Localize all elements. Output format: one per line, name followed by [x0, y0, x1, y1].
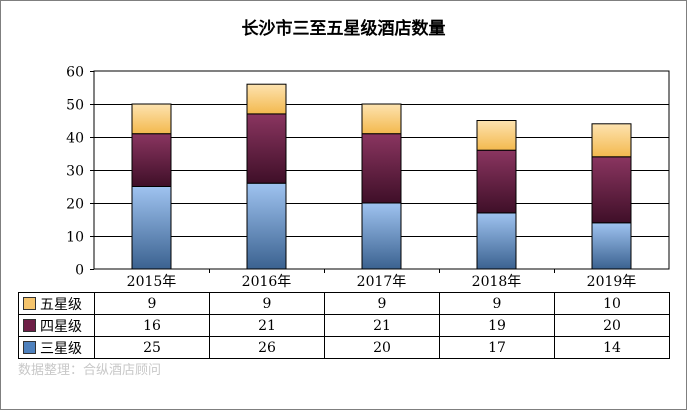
table-row: 四星级 16 21 21 19 20	[18, 314, 670, 337]
bar-segment	[246, 113, 287, 184]
bar-segment	[591, 123, 632, 158]
bar-segment	[361, 133, 402, 204]
table-row: 五星级 9 9 9 9 10	[18, 292, 670, 315]
series-label-cell: 三星级	[18, 336, 95, 359]
y-tick-label: 40	[66, 131, 84, 147]
x-tick-label: 2015年	[127, 274, 177, 290]
bar-segment	[131, 186, 172, 270]
series-name: 四星级	[40, 318, 82, 335]
bar-segment	[131, 103, 172, 135]
y-tick-label: 60	[66, 65, 84, 81]
series-label-cell: 五星级	[18, 292, 95, 315]
y-tick-label: 0	[75, 263, 84, 279]
bar-segment	[361, 202, 402, 270]
series-name: 五星级	[40, 296, 82, 313]
data-label: 25	[94, 336, 210, 359]
chart-title: 长沙市三至五星级酒店数量	[241, 19, 446, 39]
bar-segment	[361, 103, 402, 135]
bar-segment	[591, 156, 632, 224]
legend-swatch	[23, 318, 36, 332]
y-tick-label: 10	[66, 230, 84, 246]
data-label: 20	[324, 336, 440, 359]
data-label: 16	[94, 314, 210, 337]
chart-plot: 0 10 20 30 40 50 60 2015年 2016年 2017年 2018年 2019年	[66, 65, 670, 290]
bar-segment	[476, 120, 517, 151]
bar-segment	[476, 149, 517, 214]
bar-segment	[246, 83, 287, 115]
data-label: 26	[209, 336, 325, 359]
x-tick-label: 2018年	[472, 274, 522, 290]
data-label: 17	[439, 336, 555, 359]
series-name: 三星级	[40, 340, 82, 357]
y-tick-label: 20	[66, 197, 84, 213]
series-label-cell: 四星级	[18, 314, 95, 337]
data-label: 9	[94, 292, 210, 315]
data-label: 9	[209, 292, 325, 315]
legend-swatch	[23, 340, 36, 354]
data-label: 19	[439, 314, 555, 337]
x-tick-label: 2016年	[242, 274, 292, 290]
data-label: 10	[554, 292, 670, 315]
data-label: 14	[554, 336, 670, 359]
y-tick-label: 30	[66, 164, 84, 180]
data-label: 21	[324, 314, 440, 337]
source-watermark: 数据整理：合纵酒店顾问	[18, 363, 162, 378]
data-table: 五星级 9 9 9 9 10 四星级 16 21 21 19 20 三星级 25 26 20 17 14	[18, 292, 670, 359]
data-label: 9	[324, 292, 440, 315]
bar-segment	[131, 133, 172, 187]
y-tick-label: 50	[66, 98, 84, 114]
bar-segment	[246, 182, 287, 270]
bar-segment	[476, 212, 517, 270]
data-label: 9	[439, 292, 555, 315]
data-label: 20	[554, 314, 670, 337]
table-row: 三星级 25 26 20 17 14	[18, 336, 670, 359]
legend-swatch	[23, 296, 36, 310]
x-tick-label: 2019年	[587, 274, 637, 290]
x-tick-label: 2017年	[357, 274, 407, 290]
bar-segment	[591, 222, 632, 270]
data-label: 21	[209, 314, 325, 337]
